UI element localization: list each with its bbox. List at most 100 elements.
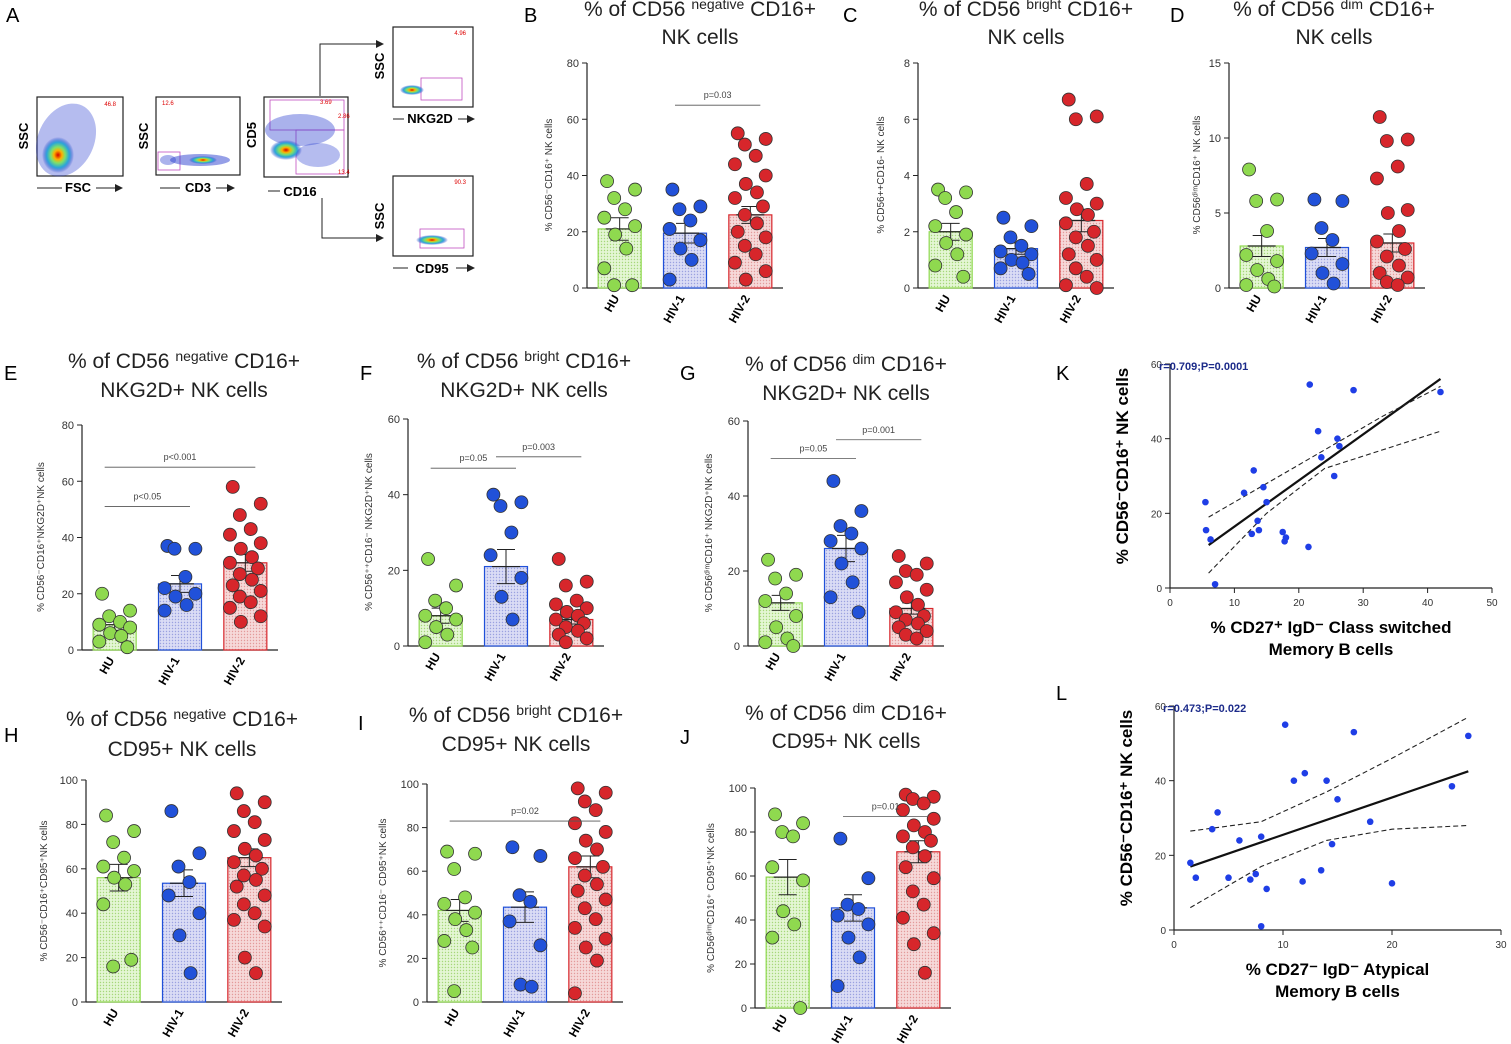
scatter-point	[1388, 880, 1396, 887]
data-point-hiv-2	[236, 897, 251, 912]
data-point-hiv-2	[598, 931, 613, 946]
y-tick-label: 100	[729, 783, 747, 795]
y-tick-label: 60	[1155, 702, 1167, 713]
data-point-hiv-1	[826, 474, 841, 488]
data-point-hiv-1	[683, 213, 698, 228]
y-tick-label: 40	[567, 171, 579, 183]
data-point-hiv-1	[834, 556, 849, 571]
data-point-hiv-2	[568, 816, 582, 831]
data-point-hiv-2	[243, 595, 258, 610]
data-point-hiv-2	[243, 522, 258, 536]
data-point-hiv-2	[571, 623, 585, 638]
data-point-hiv-2	[737, 137, 752, 152]
confidence-band-upper	[1208, 385, 1441, 518]
gate-value: 13.4	[338, 170, 350, 176]
data-point-hu	[102, 609, 117, 624]
data-point-hu	[114, 629, 129, 643]
y-tick-label: 40	[388, 490, 400, 502]
scatter-point	[1254, 517, 1261, 525]
x-tick-label: HU	[96, 655, 117, 677]
data-point-hu	[465, 940, 480, 955]
data-point-hiv-2	[598, 825, 613, 839]
scatter-point	[1350, 386, 1357, 394]
data-point-hiv-2	[1068, 261, 1083, 276]
data-point-hiv-1	[1024, 219, 1039, 234]
scatter-point	[1281, 721, 1289, 728]
x-tick-label: 30	[1358, 598, 1370, 609]
data-point-hiv-2	[227, 824, 241, 838]
data-point-hiv-1	[164, 804, 179, 818]
correlation-stat: r=0.473;P=0.022	[1163, 703, 1246, 715]
chart-title: % of CD56 dim CD16+	[1233, 0, 1435, 21]
y-tick-label: 0	[573, 283, 579, 295]
data-point-hiv-2	[1400, 270, 1415, 285]
scatter-point	[1252, 870, 1260, 878]
y-axis-label: % CD56⁻CD16⁺ NK cells	[544, 119, 555, 232]
data-point-hiv-2	[236, 804, 251, 818]
data-point-hiv-2	[579, 601, 594, 616]
data-point-hu	[468, 846, 482, 861]
data-point-hiv-2	[756, 199, 770, 214]
data-point-hu	[1270, 254, 1284, 268]
y-tick-label: 40	[1155, 777, 1167, 788]
data-point-hiv-2	[738, 177, 753, 191]
scatter-point	[1263, 885, 1270, 893]
x-tick-label: HIV-1	[500, 1006, 527, 1039]
x-tick-label: HU	[601, 293, 622, 315]
data-point-hiv-2	[1061, 247, 1076, 262]
data-point-hiv-2	[247, 815, 262, 830]
y-tick-label: 60	[1151, 360, 1163, 371]
chart-title-line2: CD95+ NK cells	[108, 738, 257, 761]
y-tick-label: 60	[62, 476, 74, 488]
scatter-point	[1305, 543, 1312, 551]
data-point-hiv-2	[558, 578, 573, 593]
data-point-hiv-1	[178, 569, 193, 584]
data-point-hiv-2	[579, 574, 594, 589]
data-point-hiv-1	[161, 888, 176, 903]
data-point-hiv-2	[758, 168, 773, 183]
data-point-hiv-1	[1024, 247, 1039, 262]
data-point-hiv-2	[233, 541, 248, 556]
data-point-hiv-1	[861, 917, 876, 932]
data-point-hiv-2	[229, 786, 244, 801]
data-point-hiv-2	[730, 224, 745, 239]
gate-value: 12.6	[162, 101, 174, 107]
y-axis-label: % CD56⁻CD16⁺ NK cells	[1113, 368, 1132, 565]
data-point-hiv-2	[558, 635, 573, 650]
data-point-hiv-2	[750, 216, 764, 231]
data-point-hiv-1	[504, 525, 519, 540]
data-point-hiv-2	[1392, 224, 1406, 238]
data-point-hiv-2	[737, 207, 752, 222]
data-point-hiv-2	[549, 597, 563, 612]
data-point-hiv-1	[182, 875, 197, 890]
y-tick-label: 20	[735, 959, 747, 971]
panel-a: A 46.8 FSC SSC 12.6 CD3 SSC	[6, 5, 475, 276]
data-point-hiv-1	[192, 846, 207, 861]
data-point-hiv-2	[905, 840, 920, 855]
data-point-hiv-2	[916, 897, 931, 912]
data-point-hu	[447, 862, 462, 876]
data-point-hiv-2	[568, 986, 582, 1001]
data-point-hiv-2	[758, 230, 773, 245]
data-point-hu	[758, 594, 773, 608]
y-tick-label: 80	[407, 823, 419, 835]
data-point-hu	[120, 640, 135, 655]
data-point-hiv-2	[233, 614, 248, 629]
flow-x-label: NKG2D	[407, 111, 453, 126]
data-point-hiv-2	[257, 833, 272, 847]
data-point-hiv-2	[1089, 281, 1104, 295]
flow-y-label: SSC	[372, 52, 387, 79]
chart-title: % of CD56 negative CD16+	[68, 348, 300, 373]
data-point-hu	[92, 617, 107, 632]
data-point-hu	[950, 247, 965, 262]
significance-label: p=0.003	[522, 442, 555, 452]
chart-title: % of CD56 dim CD16+	[745, 351, 947, 376]
y-tick-label: 40	[735, 915, 747, 927]
scatter-point	[1202, 526, 1210, 534]
data-point-hiv-2	[223, 527, 237, 542]
data-point-hiv-2	[257, 795, 272, 810]
significance-label: p<0.05	[133, 492, 161, 502]
panel-letter: I	[358, 713, 364, 735]
significance-label: p=0.03	[704, 90, 732, 100]
data-point-hu	[1250, 263, 1265, 277]
